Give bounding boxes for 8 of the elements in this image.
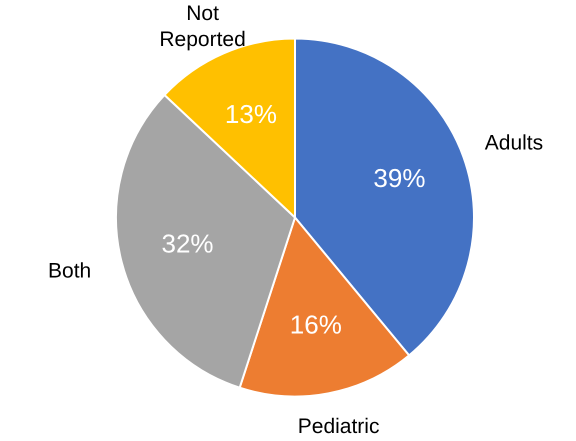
data-label: 16%: [290, 310, 342, 340]
data-label: 13%: [224, 98, 277, 129]
slice-label: Not Reported: [159, 2, 246, 51]
data-label: 32%: [161, 228, 214, 258]
data-label: 39%: [373, 163, 426, 194]
slice-label: Both: [48, 260, 92, 283]
slice-label: Pediatric: [298, 414, 380, 438]
slice-label: Adults: [484, 131, 544, 154]
